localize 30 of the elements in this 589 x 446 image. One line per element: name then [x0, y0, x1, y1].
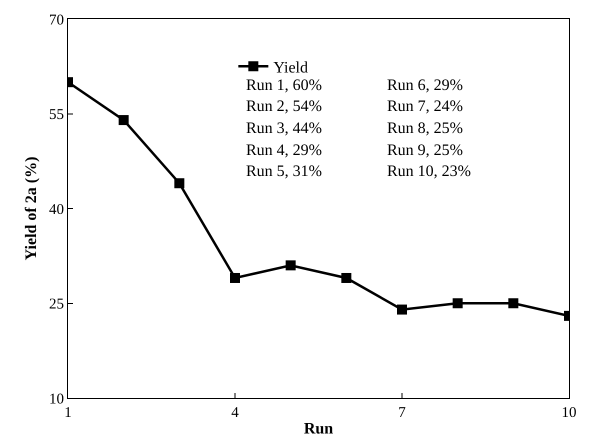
annotation: Run 1, 60% — [246, 77, 322, 94]
y-tick-label: 40 — [49, 202, 64, 218]
annotation: Run 8, 25% — [387, 120, 463, 137]
annotation: Run 3, 44% — [246, 120, 322, 137]
annotation: Run 9, 25% — [387, 142, 463, 159]
y-tick-label: 25 — [49, 296, 64, 312]
annotation: Run 5, 31% — [246, 163, 322, 180]
legend-label: Yield — [273, 59, 308, 76]
x-tick-label: 4 — [231, 405, 240, 421]
annotation: Run 7, 24% — [387, 98, 463, 115]
point — [397, 304, 407, 315]
annotation: Run 4, 29% — [246, 142, 322, 159]
point — [118, 115, 129, 126]
annotation: Run 2, 54% — [246, 98, 322, 115]
point — [508, 298, 518, 308]
x-tick-label: 10 — [562, 405, 576, 421]
y-tick-label: 10 — [49, 391, 64, 408]
point — [452, 298, 463, 308]
point — [286, 260, 296, 270]
point — [341, 272, 352, 283]
point — [230, 272, 240, 283]
x-axis-title: Run — [304, 420, 334, 438]
y-tick-label: 70 — [49, 12, 64, 28]
x-tick-label: 7 — [398, 405, 406, 421]
annotation: Run 6, 29% — [387, 77, 463, 94]
y-tick-label: 55 — [49, 107, 64, 123]
annotation: Run 10, 23% — [387, 163, 471, 180]
point — [174, 178, 184, 188]
y-axis-title: Yield of 2a (%) — [22, 156, 40, 260]
x-tick-label: 1 — [64, 405, 72, 421]
